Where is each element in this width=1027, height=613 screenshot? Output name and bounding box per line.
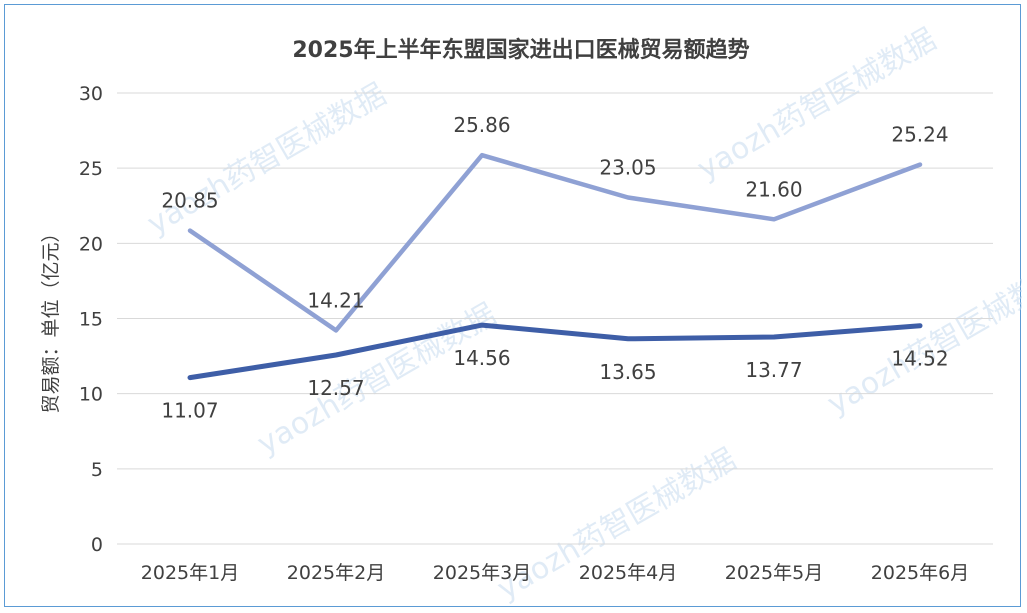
y-tick-label: 10: [79, 384, 103, 406]
data-label: 13.65: [599, 360, 656, 384]
watermark: yaozh药智医械数据: [142, 77, 393, 242]
y-tick-label: 20: [79, 233, 103, 255]
data-label: 11.07: [161, 399, 218, 423]
y-tick-label: 5: [91, 459, 103, 481]
data-label: 23.05: [599, 155, 656, 179]
y-tick-label: 25: [79, 158, 103, 180]
data-label: 21.60: [745, 177, 802, 201]
x-tick-label: 2025年1月: [141, 562, 239, 584]
y-axis-ticks: 0 5 10 15 20 25 30: [79, 83, 103, 556]
y-tick-label: 0: [91, 534, 103, 556]
watermark: yaozh药智医械数据: [822, 257, 1023, 422]
data-label: 25.24: [891, 123, 948, 147]
y-tick-label: 15: [79, 309, 103, 331]
series-line-1: [187, 152, 923, 333]
data-label: 14.56: [453, 346, 510, 370]
data-labels: 20.85 14.21 25.86 23.05 21.60 25.24 11.07 12.57…: [161, 113, 948, 422]
x-axis-ticks: 2025年1月 2025年2月 2025年3月 2025年4月 2025年5月 2025年…: [141, 562, 969, 584]
x-tick-label: 2025年4月: [579, 562, 677, 584]
data-label: 14.21: [307, 288, 364, 312]
data-label: 14.52: [891, 347, 948, 371]
data-label: 13.77: [745, 358, 802, 382]
series-line-2: [187, 322, 923, 381]
chart-frame: yaozh药智医械数据 yaozh药智医械数据 yaozh药智医械数据 yaozh药智…: [4, 4, 1023, 607]
line-chart: yaozh药智医械数据yaozh药智医械数据yaozh药智医械数据yaozh药智…: [40, 22, 1023, 607]
chart-title: 2025年上半年东盟国家进出口医械贸易额趋势: [292, 37, 749, 63]
x-tick-label: 2025年6月: [871, 562, 969, 584]
x-tick-label: 2025年2月: [287, 562, 385, 584]
series-lines: [187, 152, 923, 381]
watermark: yaozh药智医械数据: [252, 297, 503, 462]
gridlines: [117, 92, 993, 545]
data-label: 25.86: [453, 113, 510, 137]
y-tick-label: 30: [79, 83, 103, 105]
watermarks: yaozh药智医械数据yaozh药智医械数据yaozh药智医械数据yaozh药智…: [142, 22, 1023, 607]
x-tick-label: 2025年3月: [433, 562, 531, 584]
data-label: 20.85: [161, 189, 218, 213]
x-tick-label: 2025年5月: [725, 562, 823, 584]
y-axis-label: 贸易额：单位（亿元）: [40, 223, 62, 413]
data-label: 12.57: [307, 376, 364, 400]
